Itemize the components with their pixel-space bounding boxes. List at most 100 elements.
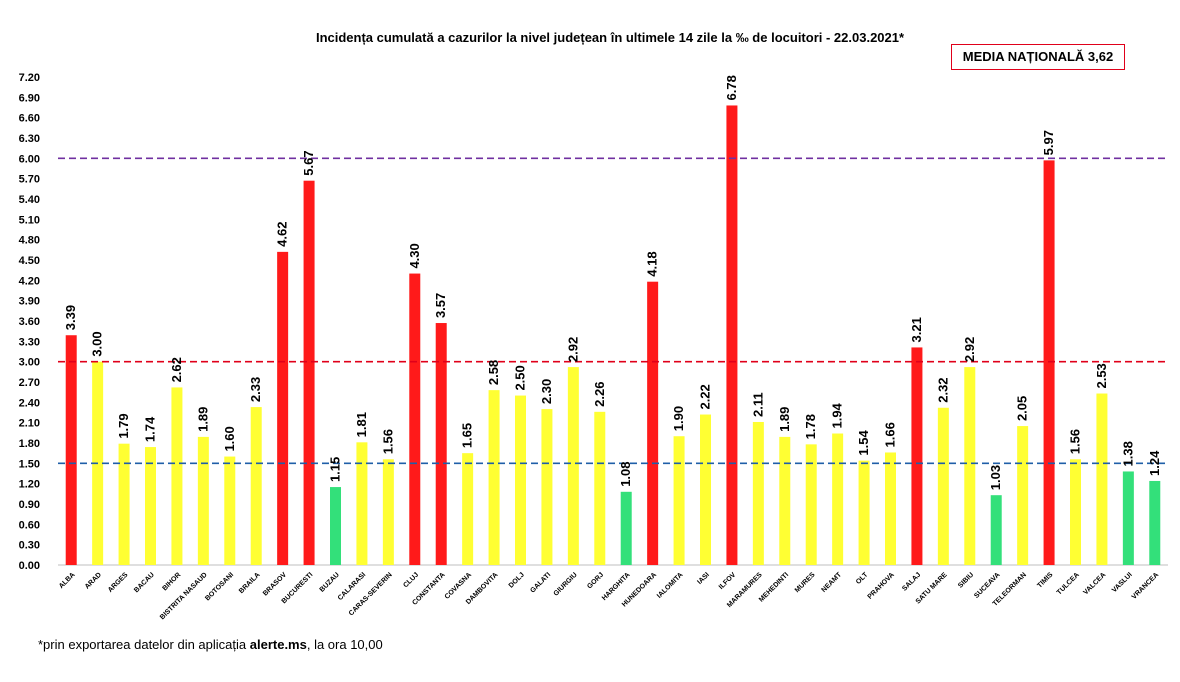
x-tick-label: BRAILA [238,571,262,595]
bar [118,443,130,565]
y-tick-label: 0.00 [19,560,40,572]
data-label: 1.78 [803,414,818,439]
bar [620,491,632,565]
bar [250,407,262,565]
x-tick-label: NEAMT [821,571,844,594]
data-label: 6.78 [724,75,739,100]
x-tick-label: IALOMITA [656,571,685,600]
bar [990,495,1002,565]
bar [1149,480,1161,565]
bar [937,407,949,565]
data-label: 2.62 [169,357,184,382]
x-tick-label: VALCEA [1082,571,1107,596]
y-tick-label: 0.60 [19,519,40,531]
y-tick-label: 1.20 [19,479,40,491]
x-tick-label: DOLJ [508,571,526,589]
y-tick-label: 6.90 [19,92,40,104]
y-tick-label: 4.20 [19,275,40,287]
data-label: 2.53 [1094,363,1109,388]
data-label: 1.15 [328,457,343,482]
x-tick-label: VASLUI [1111,571,1134,594]
y-tick-label: 3.60 [19,316,40,328]
data-label: 1.03 [988,465,1003,490]
data-label: 3.57 [433,293,448,318]
y-tick-label: 6.30 [19,133,40,145]
x-tick-label: SUCEAVA [973,571,1001,599]
y-tick-label: 3.90 [19,296,40,308]
y-tick-label: 4.80 [19,235,40,247]
bar [673,436,685,565]
x-tick-label: BOTOSANI [204,571,235,602]
bar [1122,471,1134,565]
bar [752,421,764,565]
bar [330,487,341,565]
data-label: 4.30 [407,243,422,268]
y-tick-label: 6.00 [19,153,40,165]
x-tick-label: ARAD [84,571,103,590]
data-label: 1.38 [1120,441,1135,466]
y-tick-label: 2.40 [19,397,40,409]
y-tick-label: 7.20 [19,72,40,84]
x-tick-label: SALAJ [901,571,922,592]
data-label: 1.24 [1147,450,1162,476]
y-tick-label: 5.10 [19,214,40,226]
data-label: 1.79 [116,413,131,438]
bar [594,411,606,565]
x-tick-label: VRANCEA [1131,571,1160,600]
footnote-prefix: *prin exportarea datelor din aplicația [38,637,250,652]
data-label: 2.58 [486,360,501,385]
y-tick-label: 4.50 [19,255,40,267]
bar [911,347,923,565]
data-label: 1.60 [222,426,237,451]
data-label: 1.94 [830,402,845,428]
data-label: 2.92 [565,337,580,362]
y-tick-label: 5.40 [19,194,40,206]
x-tick-label: ARGES [107,571,130,594]
x-tick-label: ALBA [58,571,77,590]
data-label: 2.11 [750,392,765,417]
y-tick-label: 6.60 [19,113,40,125]
bar [382,459,394,565]
x-tick-label: BIHOR [161,571,182,592]
bar [303,180,315,565]
y-tick-label: 0.90 [19,499,40,511]
bar [515,395,526,565]
bar [1017,426,1029,565]
data-label: 1.66 [883,422,898,447]
national-average-box: MEDIA NAȚIONALĂ 3,62 [951,44,1125,70]
bar [145,447,156,565]
x-tick-label: OLT [855,571,870,586]
footnote: *prin exportarea datelor din aplicația a… [38,637,383,652]
bar [435,323,447,565]
data-label: 4.18 [645,251,660,276]
bar [1043,160,1055,565]
y-tick-label: 5.70 [19,174,40,186]
x-tick-label: BUZAU [319,571,341,593]
bar [409,273,421,565]
y-tick-label: 3.30 [19,336,40,348]
y-tick-label: 1.80 [19,438,40,450]
bar [885,452,896,565]
bar [647,281,659,565]
x-tick-label: BRASOV [262,571,288,597]
x-tick-label: TIMIS [1036,571,1054,589]
bar [805,444,817,565]
bar [171,387,183,565]
data-label: 2.50 [513,365,528,390]
data-label: 1.89 [195,407,210,432]
chart-title: Incidența cumulată a cazurilor la nivel … [315,30,905,45]
data-label: 1.56 [1068,429,1083,454]
bar [197,436,209,565]
bar [356,442,368,565]
data-label: 5.97 [1041,130,1056,155]
x-tick-label: GORJ [586,571,605,590]
x-tick-label: TULCEA [1056,571,1081,596]
data-label: 1.54 [856,430,871,456]
bar [700,414,711,565]
x-tick-label: MURES [794,571,817,594]
data-label: 3.00 [90,331,105,356]
x-tick-label: IASI [696,571,711,586]
data-label: 2.05 [1015,396,1030,421]
data-label: 1.56 [380,429,395,454]
